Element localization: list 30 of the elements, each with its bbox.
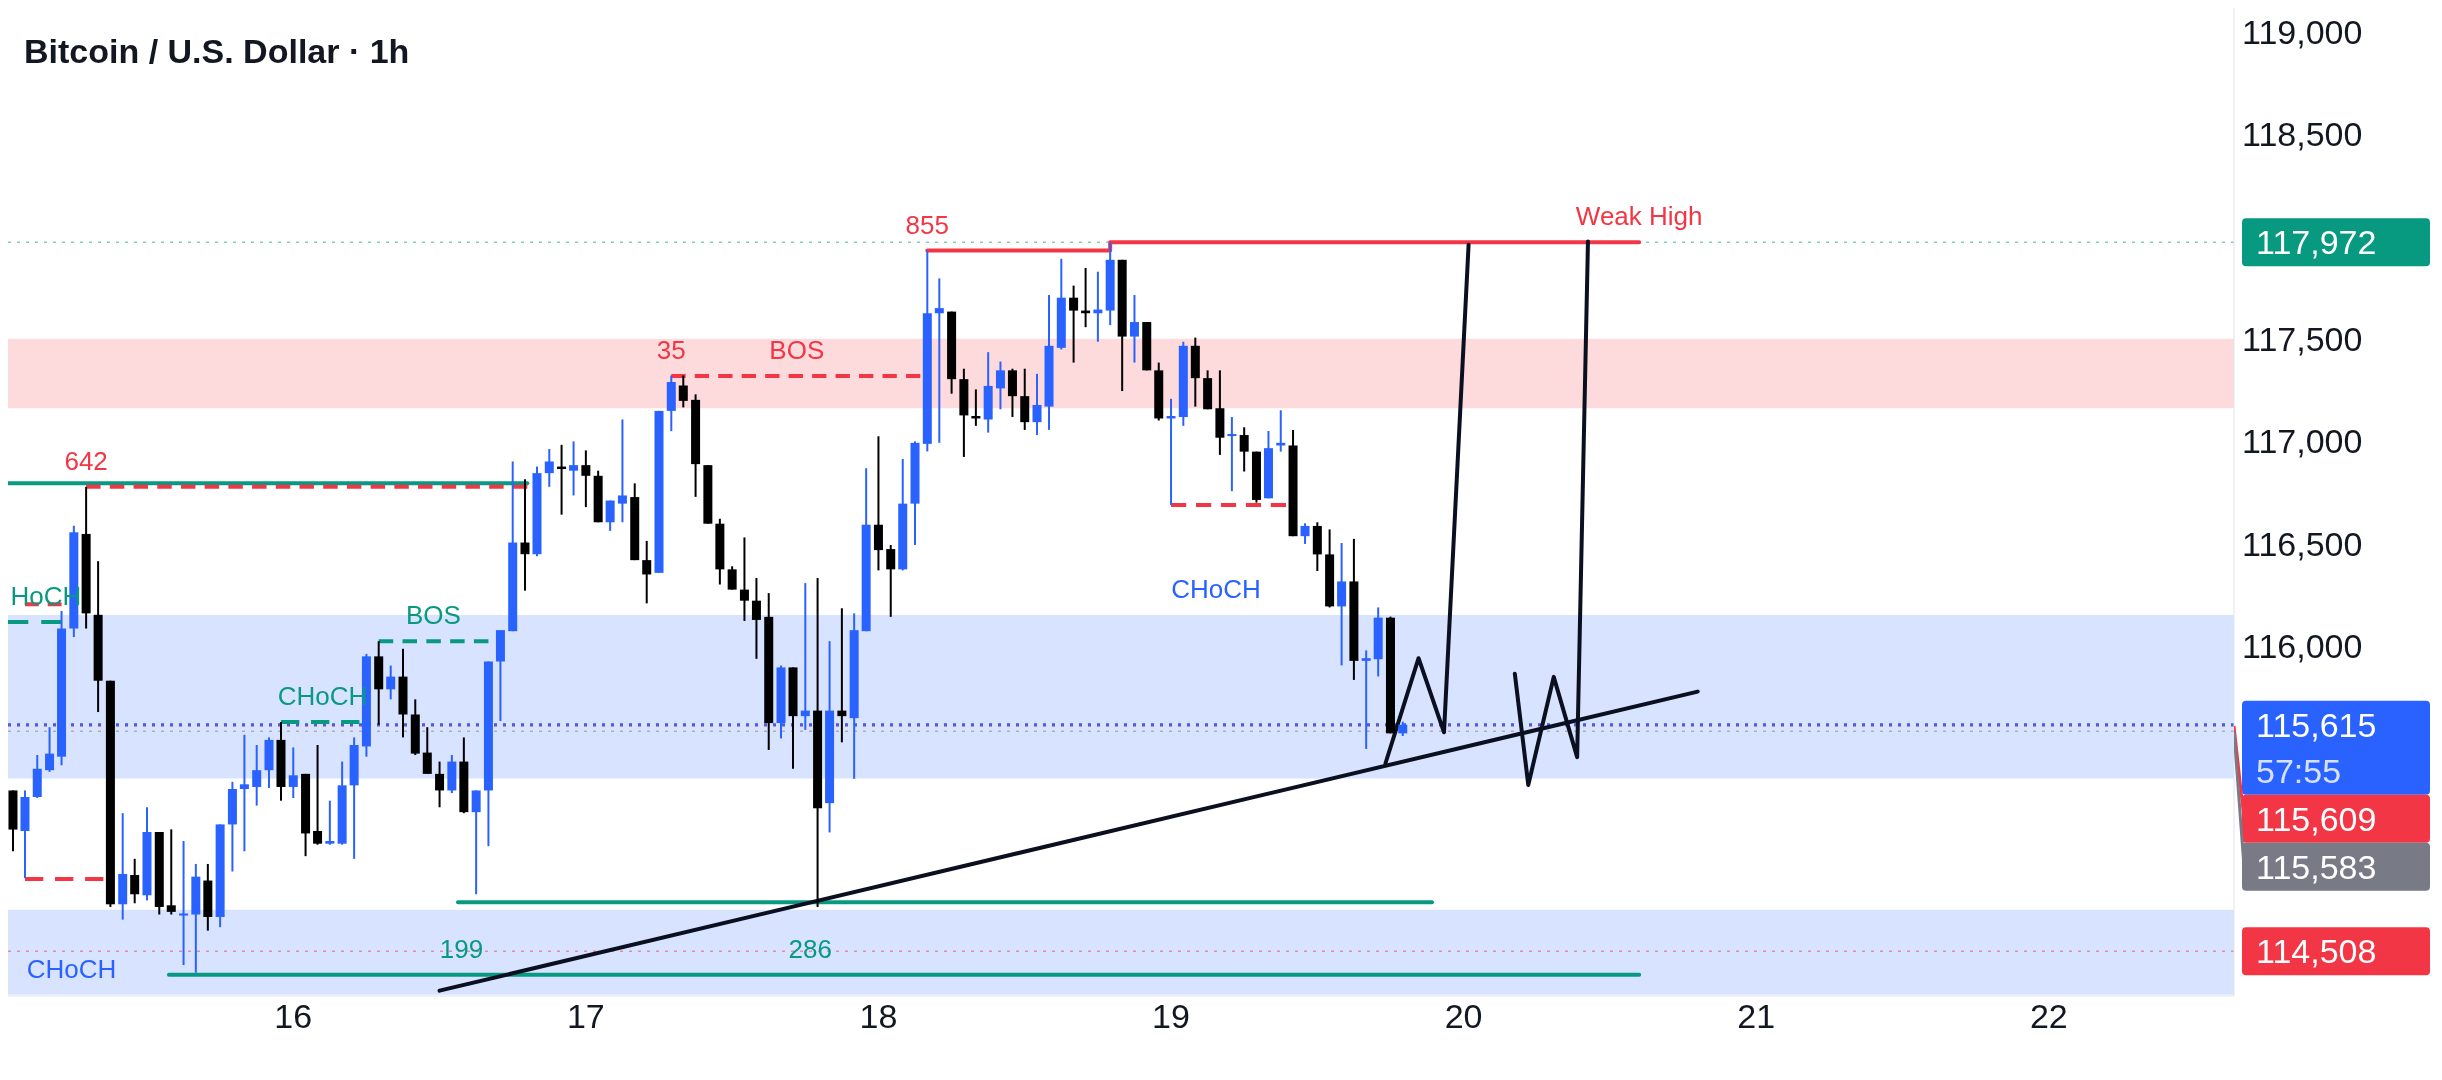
x-tick-label: 18 [859, 997, 898, 1036]
annotation: 199 [439, 933, 484, 964]
annotation: 35 [656, 335, 686, 366]
y-tick-label: 116,500 [2242, 524, 2363, 563]
y-tick-label: 116,000 [2242, 626, 2363, 665]
annotation: Weak High [1575, 201, 1703, 232]
ref-line-label: 117,972 [2256, 223, 2377, 262]
x-tick-label: 19 [1152, 997, 1190, 1036]
ref-line-label: 114,508 [2256, 932, 2377, 971]
x-tick-label: 16 [274, 997, 313, 1036]
x-tick-label: 17 [566, 997, 605, 1036]
y-tick-label: 119,000 [2242, 12, 2363, 51]
x-tick-label: 20 [1444, 997, 1483, 1036]
annotation: CHoCH [1171, 574, 1261, 605]
text: 57:55 [2256, 751, 2342, 790]
x-tick-label: 21 [1737, 997, 1776, 1036]
annotation: 286 [788, 933, 832, 964]
ref-line-label: 115,583 [2256, 847, 2377, 886]
x-tick-label: 22 [2029, 997, 2068, 1036]
annotation: BOS [405, 600, 461, 631]
y-tick-label: 117,500 [2242, 319, 2363, 358]
annotation: 642 [64, 445, 108, 476]
annotation: BOS [769, 335, 825, 366]
ref-line-label: 115,615 [2256, 705, 2377, 744]
annotation: 855 [905, 209, 949, 240]
y-tick-label: 117,000 [2242, 422, 2363, 461]
y-tick-label: 118,500 [2242, 115, 2363, 154]
annotation: CHoCH [26, 953, 117, 984]
ref-line-label: 115,609 [2256, 799, 2377, 838]
text: Bitcoin / U.S. Dollar · 1h [24, 32, 410, 71]
